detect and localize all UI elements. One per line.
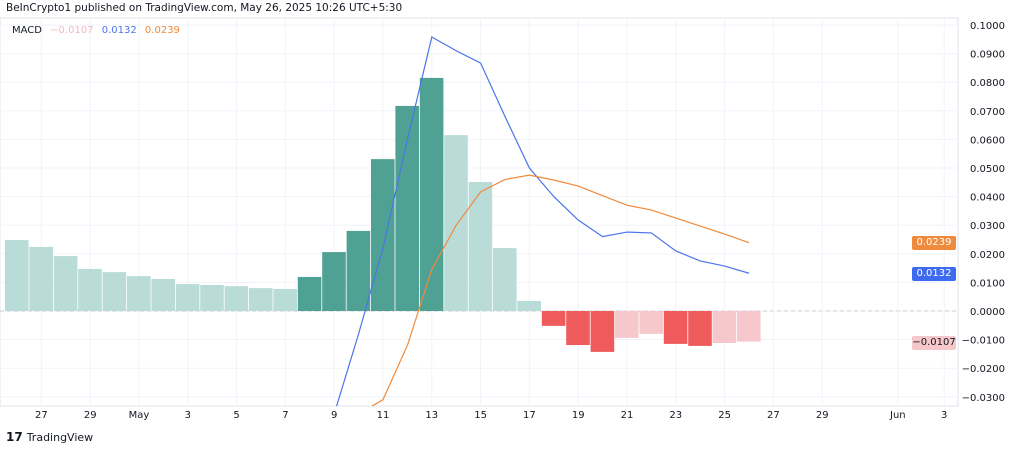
y-tick-label: 0.0200 [970, 250, 1005, 261]
macd-price-badge: 0.0132 [912, 267, 956, 281]
histogram-bar [53, 256, 78, 311]
histogram-bar [566, 311, 590, 346]
y-tick-label: 0.0000 [970, 307, 1005, 318]
y-tick-label: 0.0800 [970, 78, 1005, 89]
y-tick-label: 0.0700 [970, 107, 1005, 118]
x-tick-label: 7 [282, 410, 288, 421]
macd-line [335, 36, 750, 406]
x-tick-label: 29 [84, 410, 97, 421]
x-tick-label: May [129, 410, 150, 421]
x-tick-label: 27 [767, 410, 780, 421]
histogram-bar [444, 135, 468, 311]
histogram-bar [541, 311, 566, 326]
histogram-bar [5, 240, 29, 311]
x-tick-label: 27 [35, 410, 48, 421]
y-tick-label: −0.0200 [962, 364, 1005, 375]
x-tick-label: 5 [233, 410, 239, 421]
histogram-bar [468, 182, 493, 311]
histogram-bar [639, 311, 663, 334]
x-tick-label: 9 [331, 410, 337, 421]
x-tick-label: 3 [185, 410, 191, 421]
y-tick-label: 0.0600 [970, 135, 1005, 146]
plot-frame [0, 17, 959, 407]
histogram-bar [273, 288, 297, 311]
y-tick-label: 0.1000 [970, 21, 1005, 32]
histogram-bar [590, 311, 615, 352]
x-tick-label: 17 [523, 410, 536, 421]
legend-name: MACD [12, 25, 42, 36]
histogram-bar [419, 77, 444, 311]
x-tick-label: 11 [377, 410, 390, 421]
histogram-bar [688, 311, 712, 346]
x-tick-label: 23 [669, 410, 682, 421]
histogram-price-badge: −0.0107 [912, 336, 956, 350]
x-tick-label: 15 [474, 410, 487, 421]
y-tick-label: −0.0100 [962, 336, 1005, 347]
histogram-bar [224, 286, 249, 311]
signal-price-badge: 0.0239 [912, 236, 956, 250]
legend-histogram-value: −0.0107 [50, 25, 94, 36]
histogram-bar [371, 159, 395, 311]
tradingview-logo-text: TradingView [26, 430, 94, 444]
histogram-bar [249, 288, 273, 311]
legend-macd-value: 0.0132 [101, 25, 137, 36]
histogram-bar [297, 276, 322, 311]
x-tick-label: Jun [889, 410, 906, 421]
y-tick-label: 0.0400 [970, 193, 1005, 204]
histogram-bar [29, 246, 53, 311]
x-tick-label: 3 [941, 410, 947, 421]
y-tick-label: −0.0300 [962, 393, 1005, 404]
tradingview-logo-icon: 17 [6, 430, 23, 444]
x-tick-label: 29 [816, 410, 829, 421]
x-tick-label: 19 [572, 410, 585, 421]
x-tick-label: 13 [425, 410, 438, 421]
histogram-bar [346, 230, 371, 311]
y-tick-label: 0.0500 [970, 164, 1005, 175]
histogram-bar [517, 300, 541, 311]
histogram-bar [175, 284, 200, 311]
histogram-bar [102, 272, 127, 311]
x-tick-label: 25 [718, 410, 731, 421]
histogram-bar [615, 311, 639, 338]
histogram-bar [151, 278, 175, 311]
histogram-bar [663, 311, 688, 344]
x-tick-label: 21 [621, 410, 634, 421]
indicator-legend[interactable]: MACD −0.0107 0.0132 0.0239 [12, 25, 185, 36]
publish-info: BeInCrypto1 published on TradingView.com… [6, 2, 403, 14]
y-tick-label: 0.0300 [970, 221, 1005, 232]
signal-line [370, 174, 750, 406]
histogram-bar [78, 268, 102, 311]
y-tick-label: 0.0100 [970, 278, 1005, 289]
histogram-bar [200, 284, 224, 311]
histogram-bar [712, 311, 737, 344]
tradingview-logo[interactable]: 17 TradingView [6, 430, 93, 444]
histogram-bar [395, 105, 419, 311]
histogram-bar [322, 252, 346, 311]
histogram-bar [737, 311, 761, 342]
legend-signal-value: 0.0239 [144, 25, 180, 36]
histogram-bar [493, 248, 517, 311]
y-tick-label: 0.0900 [970, 50, 1005, 61]
histogram-bar [127, 276, 151, 311]
